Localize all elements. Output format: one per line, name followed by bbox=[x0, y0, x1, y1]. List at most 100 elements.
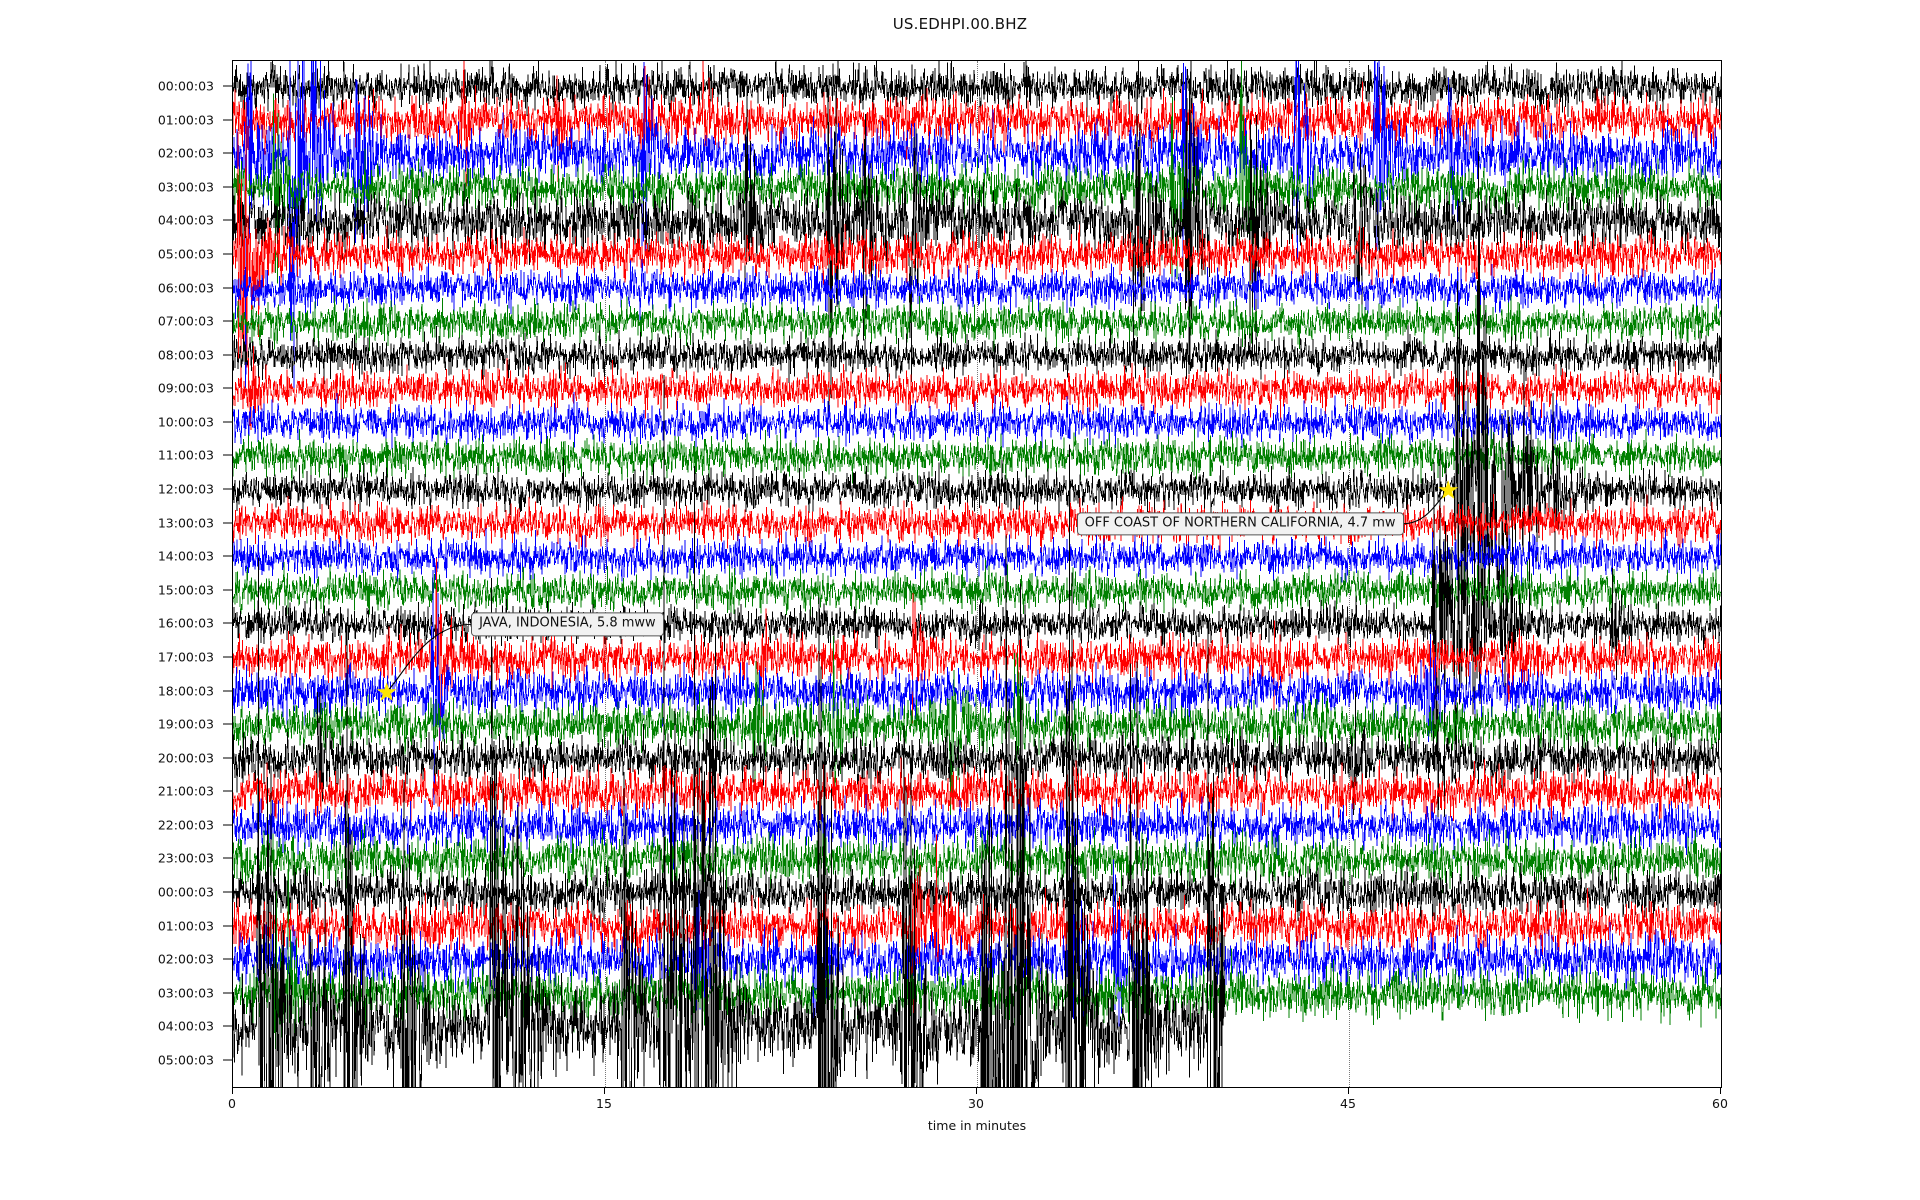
y-tick-label: 00:00:03 bbox=[157, 78, 214, 94]
y-tick-mark bbox=[223, 287, 232, 289]
waveform-trace bbox=[233, 494, 1721, 554]
y-tick-label: 12:00:03 bbox=[157, 481, 214, 497]
x-tick-label: 15 bbox=[596, 1096, 612, 1111]
y-tick-label: 11:00:03 bbox=[157, 447, 214, 463]
x-tick-mark bbox=[604, 1088, 605, 1094]
y-tick-label: 04:00:03 bbox=[157, 1018, 214, 1034]
y-tick-mark bbox=[223, 522, 232, 524]
waveform-trace bbox=[233, 569, 1721, 806]
waveform-trace bbox=[233, 636, 1721, 825]
y-tick-label: 01:00:03 bbox=[157, 112, 214, 128]
y-tick-mark bbox=[223, 387, 232, 389]
y-tick-mark bbox=[223, 119, 232, 121]
y-tick-label: 16:00:03 bbox=[157, 615, 214, 631]
waveform-trace bbox=[233, 325, 1721, 384]
y-tick-mark bbox=[223, 1059, 232, 1061]
y-tick-mark bbox=[223, 790, 232, 792]
y-tick-label: 05:00:03 bbox=[157, 246, 214, 262]
y-tick-label: 13:00:03 bbox=[157, 515, 214, 531]
y-tick-mark bbox=[223, 421, 232, 423]
y-tick-mark bbox=[223, 824, 232, 826]
y-tick-mark bbox=[223, 925, 232, 927]
waveform-trace bbox=[233, 427, 1721, 485]
waveform-trace bbox=[233, 61, 1721, 392]
x-tick-label: 45 bbox=[1340, 1096, 1356, 1111]
earthquake-star-marker: ★ bbox=[375, 677, 398, 707]
waveform-trace bbox=[233, 61, 1721, 121]
y-tick-mark bbox=[223, 186, 232, 188]
y-tick-mark bbox=[223, 320, 232, 322]
waveform-trace bbox=[233, 293, 1721, 352]
waveform-trace bbox=[233, 851, 1721, 1059]
y-tick-mark bbox=[223, 723, 232, 725]
x-tick-label: 0 bbox=[228, 1096, 236, 1111]
x-axis-tick-labels: 0 15 30 45 60 bbox=[228, 1088, 1728, 1128]
waveform-trace bbox=[233, 856, 1721, 1056]
x-tick-mark bbox=[1348, 1088, 1349, 1094]
waveform-trace bbox=[233, 559, 1721, 623]
y-tick-mark bbox=[223, 690, 232, 692]
y-tick-mark bbox=[223, 454, 232, 456]
y-tick-mark bbox=[223, 656, 232, 658]
y-tick-mark bbox=[223, 622, 232, 624]
y-tick-label: 00:00:03 bbox=[157, 884, 214, 900]
y-tick-mark bbox=[223, 219, 232, 221]
earthquake-annotation-label[interactable]: OFF COAST OF NORTHERN CALIFORNIA, 4.7 mw bbox=[1076, 511, 1404, 536]
x-tick-label: 60 bbox=[1712, 1096, 1728, 1111]
y-tick-mark bbox=[223, 891, 232, 893]
waveform-trace bbox=[233, 691, 1721, 816]
y-tick-label: 08:00:03 bbox=[157, 347, 214, 363]
x-tick-mark bbox=[232, 1088, 233, 1094]
waveform-trace bbox=[233, 527, 1721, 588]
x-tick-mark bbox=[1720, 1088, 1721, 1094]
waveform-trace bbox=[233, 61, 1721, 419]
x-tick-mark bbox=[976, 1088, 977, 1094]
y-tick-label: 02:00:03 bbox=[157, 951, 214, 967]
y-tick-label: 07:00:03 bbox=[157, 313, 214, 329]
y-tick-label: 22:00:03 bbox=[157, 817, 214, 833]
y-tick-label: 10:00:03 bbox=[157, 414, 214, 430]
y-tick-label: 20:00:03 bbox=[157, 750, 214, 766]
y-tick-label: 04:00:03 bbox=[157, 212, 214, 228]
y-tick-label: 14:00:03 bbox=[157, 548, 214, 564]
y-tick-label: 02:00:03 bbox=[157, 145, 214, 161]
y-tick-label: 03:00:03 bbox=[157, 179, 214, 195]
waveform-traces bbox=[233, 61, 1721, 1087]
waveform-trace bbox=[233, 791, 1721, 870]
waveform-trace bbox=[233, 346, 1721, 431]
x-tick-label: 30 bbox=[968, 1096, 984, 1111]
y-tick-mark bbox=[223, 1025, 232, 1027]
y-tick-mark bbox=[223, 992, 232, 994]
x-axis-label: time in minutes bbox=[927, 1118, 1027, 1133]
y-axis-tick-labels: 00:00:03 01:00:03 02:00:03 03:00:03 04:00:03… bbox=[0, 60, 232, 1088]
y-tick-mark bbox=[223, 152, 232, 154]
y-tick-label: 06:00:03 bbox=[157, 280, 214, 296]
y-tick-mark bbox=[223, 488, 232, 490]
y-tick-mark bbox=[223, 857, 232, 859]
y-tick-label: 18:00:03 bbox=[157, 683, 214, 699]
y-tick-mark bbox=[223, 757, 232, 759]
y-tick-label: 09:00:03 bbox=[157, 380, 214, 396]
y-tick-label: 15:00:03 bbox=[157, 582, 214, 598]
waveform-trace bbox=[233, 61, 1721, 187]
waveform-trace bbox=[233, 834, 1721, 1061]
y-tick-label: 23:00:03 bbox=[157, 850, 214, 866]
y-tick-label: 01:00:03 bbox=[157, 918, 214, 934]
waveform-trace bbox=[233, 61, 1721, 284]
page-title: US.EDHPI.00.BHZ bbox=[892, 15, 1028, 33]
y-tick-mark bbox=[223, 253, 232, 255]
waveform-trace bbox=[233, 101, 1721, 400]
earthquake-annotation-label[interactable]: JAVA, INDONESIA, 5.8 mww bbox=[471, 612, 664, 637]
waveform-trace bbox=[233, 151, 1721, 672]
plot-axes-area: ★ ★ OFF COAST OF NORTHERN CALIFORNIA, 4.7… bbox=[232, 60, 1722, 1088]
y-tick-label: 03:00:03 bbox=[157, 985, 214, 1001]
y-tick-label: 05:00:03 bbox=[157, 1052, 214, 1068]
y-tick-mark bbox=[223, 85, 232, 87]
earthquake-star-marker: ★ bbox=[1436, 475, 1460, 505]
waveform-trace bbox=[233, 757, 1721, 826]
y-tick-label: 21:00:03 bbox=[157, 783, 214, 799]
y-tick-mark bbox=[223, 354, 232, 356]
waveform-trace bbox=[233, 256, 1721, 323]
y-tick-label: 19:00:03 bbox=[157, 716, 214, 732]
